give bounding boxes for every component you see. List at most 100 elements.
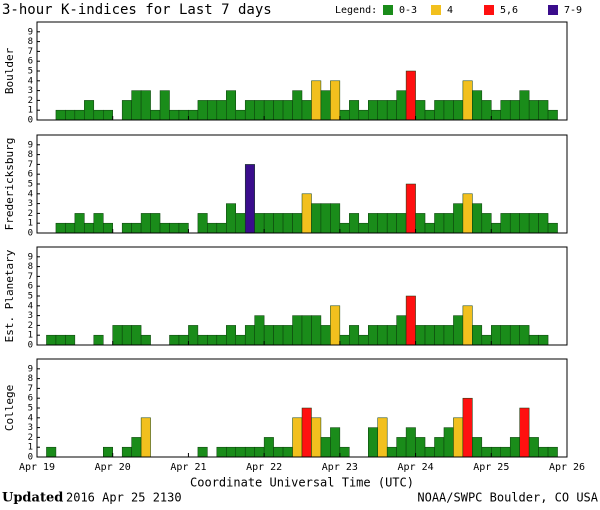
k-bar xyxy=(396,213,407,234)
k-bar xyxy=(491,222,501,234)
y-tick-label: 7 xyxy=(28,272,33,282)
k-bar xyxy=(330,80,341,121)
k-bar xyxy=(434,325,445,346)
legend-label: 0-3 xyxy=(399,5,417,16)
k-bar xyxy=(169,222,180,234)
k-bar xyxy=(462,397,473,458)
k-bar xyxy=(405,295,416,346)
k-bar xyxy=(453,315,464,346)
k-bar xyxy=(273,213,284,234)
y-tick-label: 0 xyxy=(28,229,33,239)
k-bar xyxy=(235,446,246,458)
k-bar xyxy=(405,183,416,234)
panel-label: Fredericksburg xyxy=(3,138,16,231)
k-bar xyxy=(528,213,539,234)
x-tick-label: Apr 20 xyxy=(95,462,131,473)
k-bar xyxy=(178,109,189,121)
y-tick-label: 6 xyxy=(28,170,33,180)
legend-swatch xyxy=(548,5,558,15)
k-bar xyxy=(547,446,558,458)
k-bar xyxy=(263,100,274,121)
y-tick-label: 0 xyxy=(28,341,33,351)
k-bar xyxy=(519,407,530,458)
y-tick-label: 9 xyxy=(28,252,33,262)
k-bar xyxy=(140,417,151,458)
y-tick-label: 4 xyxy=(28,301,33,311)
k-bar xyxy=(453,100,464,121)
k-bar xyxy=(349,213,360,234)
y-tick-label: 4 xyxy=(28,76,33,86)
k-bar xyxy=(103,446,113,458)
k-bar xyxy=(500,446,511,458)
y-tick-label: 4 xyxy=(28,189,33,199)
y-tick-label: 8 xyxy=(28,150,33,160)
k-bar xyxy=(55,109,66,121)
k-bar xyxy=(434,437,445,458)
y-tick-label: 3 xyxy=(28,311,33,321)
k-bar xyxy=(358,109,369,121)
k-bar xyxy=(462,193,473,234)
source: NOAA/SWPC Boulder, CO USA xyxy=(417,491,598,505)
x-tick-label: Apr 25 xyxy=(473,462,509,473)
k-bar xyxy=(197,213,208,234)
k-bar xyxy=(244,325,255,346)
k-bar xyxy=(103,109,113,121)
k-bar xyxy=(311,417,322,458)
k-bar xyxy=(216,334,227,346)
k-bar xyxy=(131,222,142,234)
k-bar xyxy=(254,446,265,458)
panel-label: College xyxy=(3,385,16,431)
k-bar xyxy=(415,325,426,346)
k-bar xyxy=(415,213,426,234)
k-bar xyxy=(65,334,76,346)
k-bar xyxy=(244,164,255,234)
k-bar xyxy=(311,80,322,121)
k-bar xyxy=(396,315,407,346)
panel-label: Est. Planetary xyxy=(3,249,16,342)
k-bar xyxy=(424,109,435,121)
k-bar xyxy=(462,80,473,121)
legend-label: 7-9 xyxy=(564,5,582,16)
y-tick-label: 6 xyxy=(28,57,33,67)
k-bar xyxy=(396,90,407,121)
k-bar xyxy=(443,213,454,234)
y-tick-label: 5 xyxy=(28,292,33,302)
k-bar xyxy=(330,305,341,346)
k-bar xyxy=(46,334,57,346)
k-bar xyxy=(519,325,530,346)
k-bar xyxy=(55,222,66,234)
k-bar xyxy=(500,213,511,234)
k-bar xyxy=(226,446,237,458)
k-bar xyxy=(386,446,397,458)
k-bar xyxy=(216,446,227,458)
y-tick-label: 0 xyxy=(28,116,33,126)
k-bar xyxy=(491,109,501,121)
k-bar xyxy=(169,334,180,346)
k-bar xyxy=(235,213,246,234)
k-bar xyxy=(472,90,483,121)
k-bar xyxy=(226,90,237,121)
legend-swatch xyxy=(484,5,494,15)
y-tick-label: 9 xyxy=(28,364,33,374)
y-tick-label: 5 xyxy=(28,180,33,190)
legend-title: Legend: xyxy=(335,5,377,16)
k-bar xyxy=(491,325,501,346)
legend-label: 4 xyxy=(447,5,453,16)
k-bar xyxy=(301,407,312,458)
k-bar xyxy=(481,334,492,346)
k-bar xyxy=(140,334,151,346)
k-bar xyxy=(415,100,426,121)
k-bar xyxy=(84,222,95,234)
k-bar xyxy=(188,325,199,346)
k-bar xyxy=(377,325,388,346)
x-tick-label: Apr 23 xyxy=(322,462,358,473)
k-bar xyxy=(282,446,293,458)
k-bar xyxy=(74,109,85,121)
k-bar xyxy=(500,100,511,121)
y-tick-label: 2 xyxy=(28,209,33,219)
k-bar xyxy=(358,222,369,234)
k-bar xyxy=(472,203,483,234)
k-bar xyxy=(46,446,57,458)
k-bar xyxy=(453,203,464,234)
